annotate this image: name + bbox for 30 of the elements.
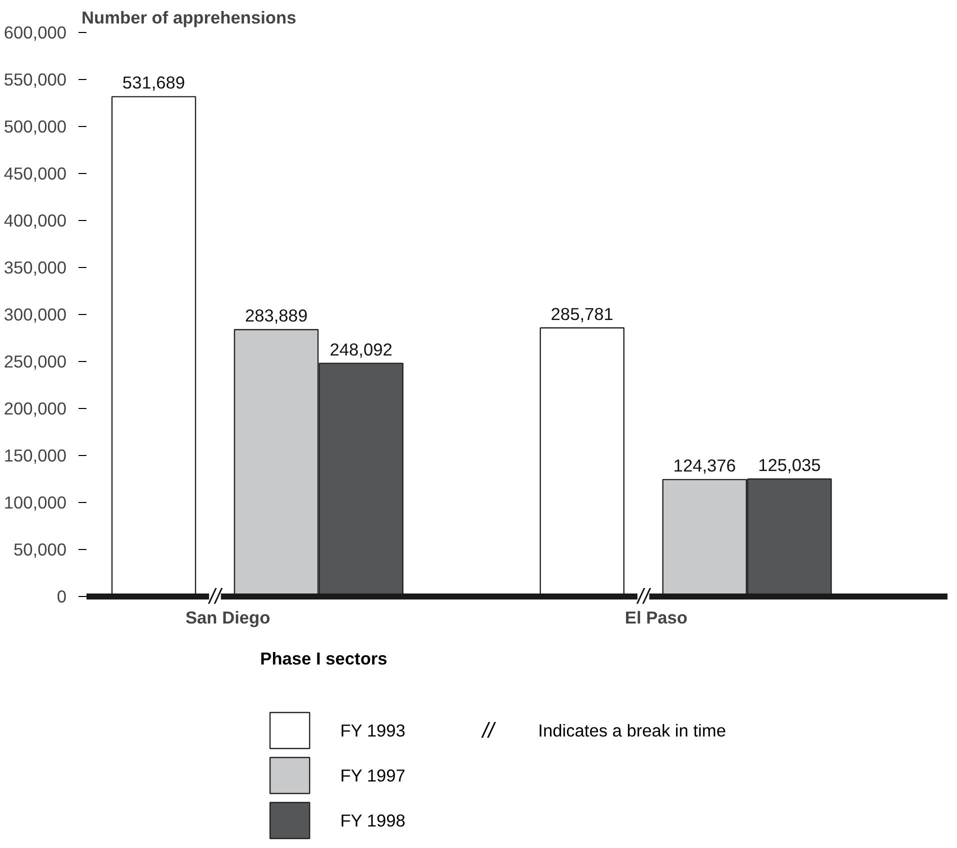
y-tick-label: 250,000	[4, 352, 67, 372]
y-axis-title: Number of apprehensions	[82, 8, 296, 28]
x-axis-title: Phase I sectors	[260, 648, 388, 668]
y-tick-label: 450,000	[4, 164, 67, 184]
y-tick-label: 600,000	[4, 22, 67, 42]
legend-label: FY 1993	[340, 720, 406, 740]
y-tick-label: 350,000	[4, 258, 67, 278]
y-tick-label: 100,000	[4, 492, 67, 512]
y-tick-label: 300,000	[4, 304, 67, 324]
annotation: //	[207, 584, 224, 608]
data-label: 125,035	[758, 454, 821, 475]
data-label: 283,889	[244, 306, 308, 326]
y-tick-label: 50,000	[14, 540, 66, 560]
legend-label: FY 1998	[340, 810, 406, 830]
annotation: //	[635, 584, 652, 608]
y-tick-label: 200,000	[4, 398, 67, 418]
x-tick-label: San Diego	[185, 608, 270, 628]
x-tick-label: El Paso	[624, 608, 688, 628]
data-label: 124,376	[673, 456, 736, 476]
data-label: 531,689	[122, 72, 186, 93]
y-tick-label: 400,000	[4, 210, 67, 230]
legend-label: FY 1997	[340, 766, 406, 786]
y-tick-label: 0	[56, 586, 67, 606]
y-tick-label: 500,000	[4, 116, 67, 136]
y-tick-label: 550,000	[4, 70, 67, 90]
data-label: 285,781	[550, 304, 614, 324]
data-label: 248,092	[330, 339, 392, 360]
y-tick-label: 150,000	[4, 446, 67, 466]
text: //	[480, 718, 496, 742]
text: Indicates a break in time	[538, 720, 726, 740]
